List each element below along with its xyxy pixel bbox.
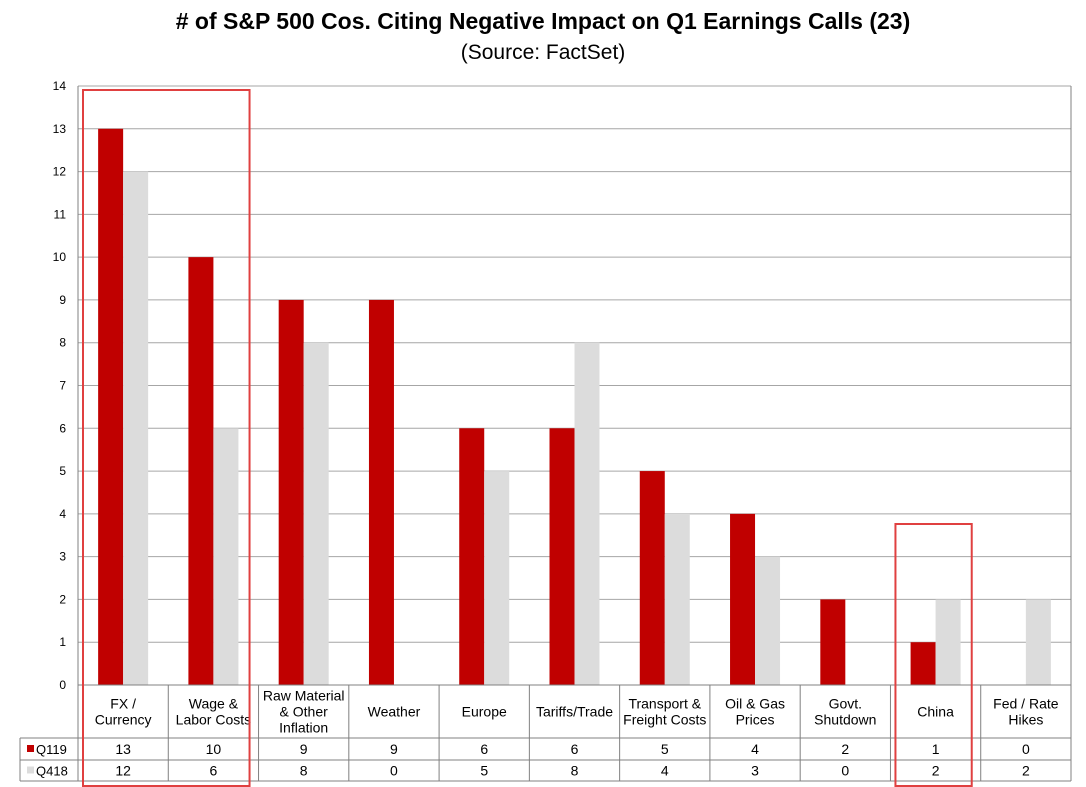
y-tick-label: 14 [53, 79, 67, 93]
table-value-q119: 4 [751, 741, 759, 757]
y-tick-label: 6 [59, 421, 66, 435]
category-label: Fed / Rate Hikes [993, 696, 1059, 728]
category-label: Raw Material & Other Inflation [263, 688, 345, 736]
legend-label-q119: Q119 [36, 742, 67, 757]
category-label-line: & Other [280, 704, 329, 720]
data-table: FX / Currency Wage & Labor Costs Raw Materia… [19, 684, 1071, 782]
category-label-line: Weather [368, 704, 421, 720]
category-label: FX / Currency [95, 696, 152, 728]
bar-q418 [935, 599, 961, 685]
bar-q418 [574, 342, 600, 685]
category-label-line: Prices [736, 712, 775, 728]
y-tick-label: 1 [59, 635, 66, 649]
bar-q418 [303, 342, 329, 685]
category-label: Wage & Labor Costs [176, 696, 251, 728]
category-label: Govt. Shutdown [814, 696, 876, 728]
category-label-line: Wage & [189, 696, 239, 712]
y-tick-label: 3 [59, 550, 66, 564]
category-label: Transport & Freight Costs [623, 696, 706, 728]
y-tick-label: 12 [53, 165, 67, 179]
y-tick-label: 4 [59, 507, 66, 521]
category-label-line: Transport & [628, 696, 701, 712]
bar-q119 [459, 428, 485, 685]
legend-swatch-q418 [27, 766, 34, 774]
category-label-line: Currency [95, 712, 152, 728]
table-value-q119: 2 [841, 741, 849, 757]
table-value-q119: 9 [300, 741, 308, 757]
category-label-line: China [917, 704, 954, 720]
category-label: Weather [368, 704, 421, 720]
table-value-q418: 0 [841, 763, 849, 779]
category-label: Oil & Gas Prices [725, 696, 785, 728]
table-value-q418: 12 [115, 763, 131, 779]
bar-q119 [278, 299, 304, 685]
bar-q119 [368, 299, 394, 685]
table-value-q418: 8 [571, 763, 579, 779]
category-label-line: Oil & Gas [725, 696, 785, 712]
table-value-q119: 5 [661, 741, 669, 757]
bar-q418 [664, 513, 690, 685]
bar-q119 [549, 428, 575, 685]
category-label-line: Raw Material [263, 688, 345, 704]
y-tick-label: 11 [54, 207, 67, 221]
chart-title: # of S&P 500 Cos. Citing Negative Impact… [175, 8, 911, 34]
table-value-q418: 6 [210, 763, 218, 779]
bar-q418 [123, 171, 149, 686]
bar-q119 [820, 599, 846, 685]
category-label-line: FX / [110, 696, 136, 712]
bar-q418 [1025, 599, 1051, 685]
highlight-box [894, 523, 973, 787]
highlight-boxes [82, 89, 973, 787]
legend-label-q418: Q418 [36, 764, 68, 779]
category-label-line: Hikes [1008, 712, 1043, 728]
bar-q418 [755, 556, 781, 685]
category-label-line: Govt. [829, 696, 862, 712]
category-label-line: Fed / Rate [993, 696, 1059, 712]
y-tick-label: 7 [59, 379, 66, 393]
chart-subtitle: (Source: FactSet) [460, 41, 626, 64]
y-tick-label: 0 [59, 678, 66, 692]
y-tick-label: 10 [53, 250, 67, 264]
table-value-q119: 1 [932, 741, 940, 757]
y-tick-label: 2 [59, 592, 66, 606]
table-value-q418: 0 [390, 763, 398, 779]
category-label-line: Tariffs/Trade [536, 704, 613, 720]
category-label-line: Freight Costs [623, 712, 706, 728]
y-tick-label: 9 [59, 293, 66, 307]
bar-q418 [213, 428, 239, 685]
category-label: Europe [462, 704, 507, 720]
y-tick-label: 13 [53, 122, 67, 136]
table-value-q418: 2 [932, 763, 940, 779]
bar-q119 [730, 513, 756, 685]
category-label-line: Labor Costs [176, 712, 251, 728]
highlight-box [82, 89, 251, 787]
category-label-line: Europe [462, 704, 507, 720]
table-value-q119: 10 [206, 741, 222, 757]
category-label-line: Shutdown [814, 712, 876, 728]
table-value-q119: 0 [1022, 741, 1030, 757]
bar-q119 [639, 471, 665, 685]
y-tick-label: 8 [59, 336, 66, 350]
table-value-q418: 3 [751, 763, 759, 779]
y-tick-label: 5 [59, 464, 66, 478]
table-value-q418: 4 [661, 763, 669, 779]
category-label-line: Inflation [279, 720, 328, 736]
table-value-q119: 9 [390, 741, 398, 757]
table-value-q119: 6 [480, 741, 488, 757]
legend-swatch-q119 [27, 745, 34, 752]
table-value-q119: 6 [571, 741, 579, 757]
category-label: Tariffs/Trade [536, 704, 613, 720]
bar-q418 [484, 471, 510, 685]
bar-q119 [188, 257, 214, 685]
table-value-q418: 2 [1022, 763, 1030, 779]
table-value-q418: 5 [480, 763, 488, 779]
bar-q119 [98, 128, 124, 686]
category-label: China [917, 704, 954, 720]
table-value-q418: 8 [300, 763, 308, 779]
table-value-q119: 13 [115, 741, 131, 757]
bars [98, 128, 1051, 686]
bar-q119 [910, 642, 936, 685]
